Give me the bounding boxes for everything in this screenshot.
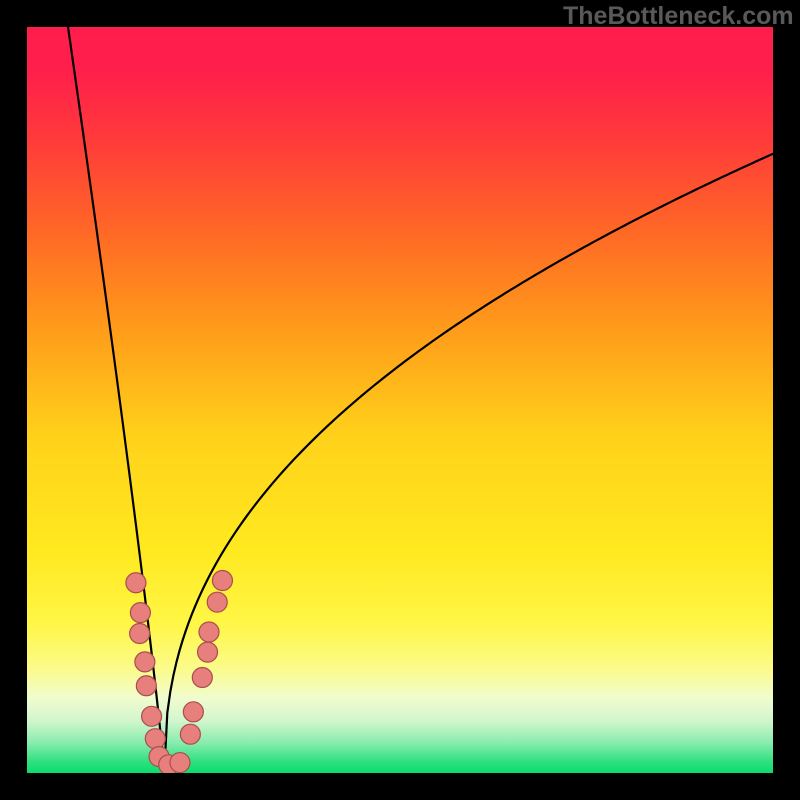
data-marker (212, 571, 232, 591)
data-marker (199, 622, 219, 642)
data-marker (207, 592, 227, 612)
bottleneck-curve (164, 154, 773, 773)
data-marker (135, 652, 155, 672)
watermark-text: TheBottleneck.com (563, 2, 794, 31)
chart-frame: TheBottleneck.com (0, 0, 800, 800)
data-marker (136, 676, 156, 696)
data-marker (142, 706, 162, 726)
data-marker (126, 573, 146, 593)
data-marker (130, 603, 150, 623)
data-marker (183, 702, 203, 722)
data-marker (192, 668, 212, 688)
data-marker (180, 724, 200, 744)
data-marker (170, 753, 190, 773)
chart-svg (27, 27, 773, 773)
data-marker (130, 624, 150, 644)
plot-area (27, 27, 773, 773)
data-marker (145, 729, 165, 749)
data-marker (198, 642, 218, 662)
